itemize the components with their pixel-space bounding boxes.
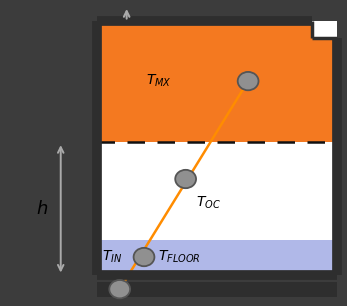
Bar (97, 240, 337, 275)
Bar (312, 21, 337, 38)
Circle shape (238, 72, 259, 90)
Text: $T_{MX}$: $T_{MX}$ (146, 73, 172, 89)
Bar (97, 21, 337, 275)
Circle shape (134, 248, 154, 266)
Text: $T_{OC}$: $T_{OC}$ (196, 194, 221, 211)
Text: $T_{FLOOR}$: $T_{FLOOR}$ (158, 249, 201, 265)
Circle shape (109, 280, 130, 298)
Text: $T_{IN}$: $T_{IN}$ (102, 249, 123, 265)
Text: $h$: $h$ (35, 200, 48, 218)
Bar (97, 282, 337, 297)
Circle shape (175, 170, 196, 188)
Bar (97, 21, 337, 142)
